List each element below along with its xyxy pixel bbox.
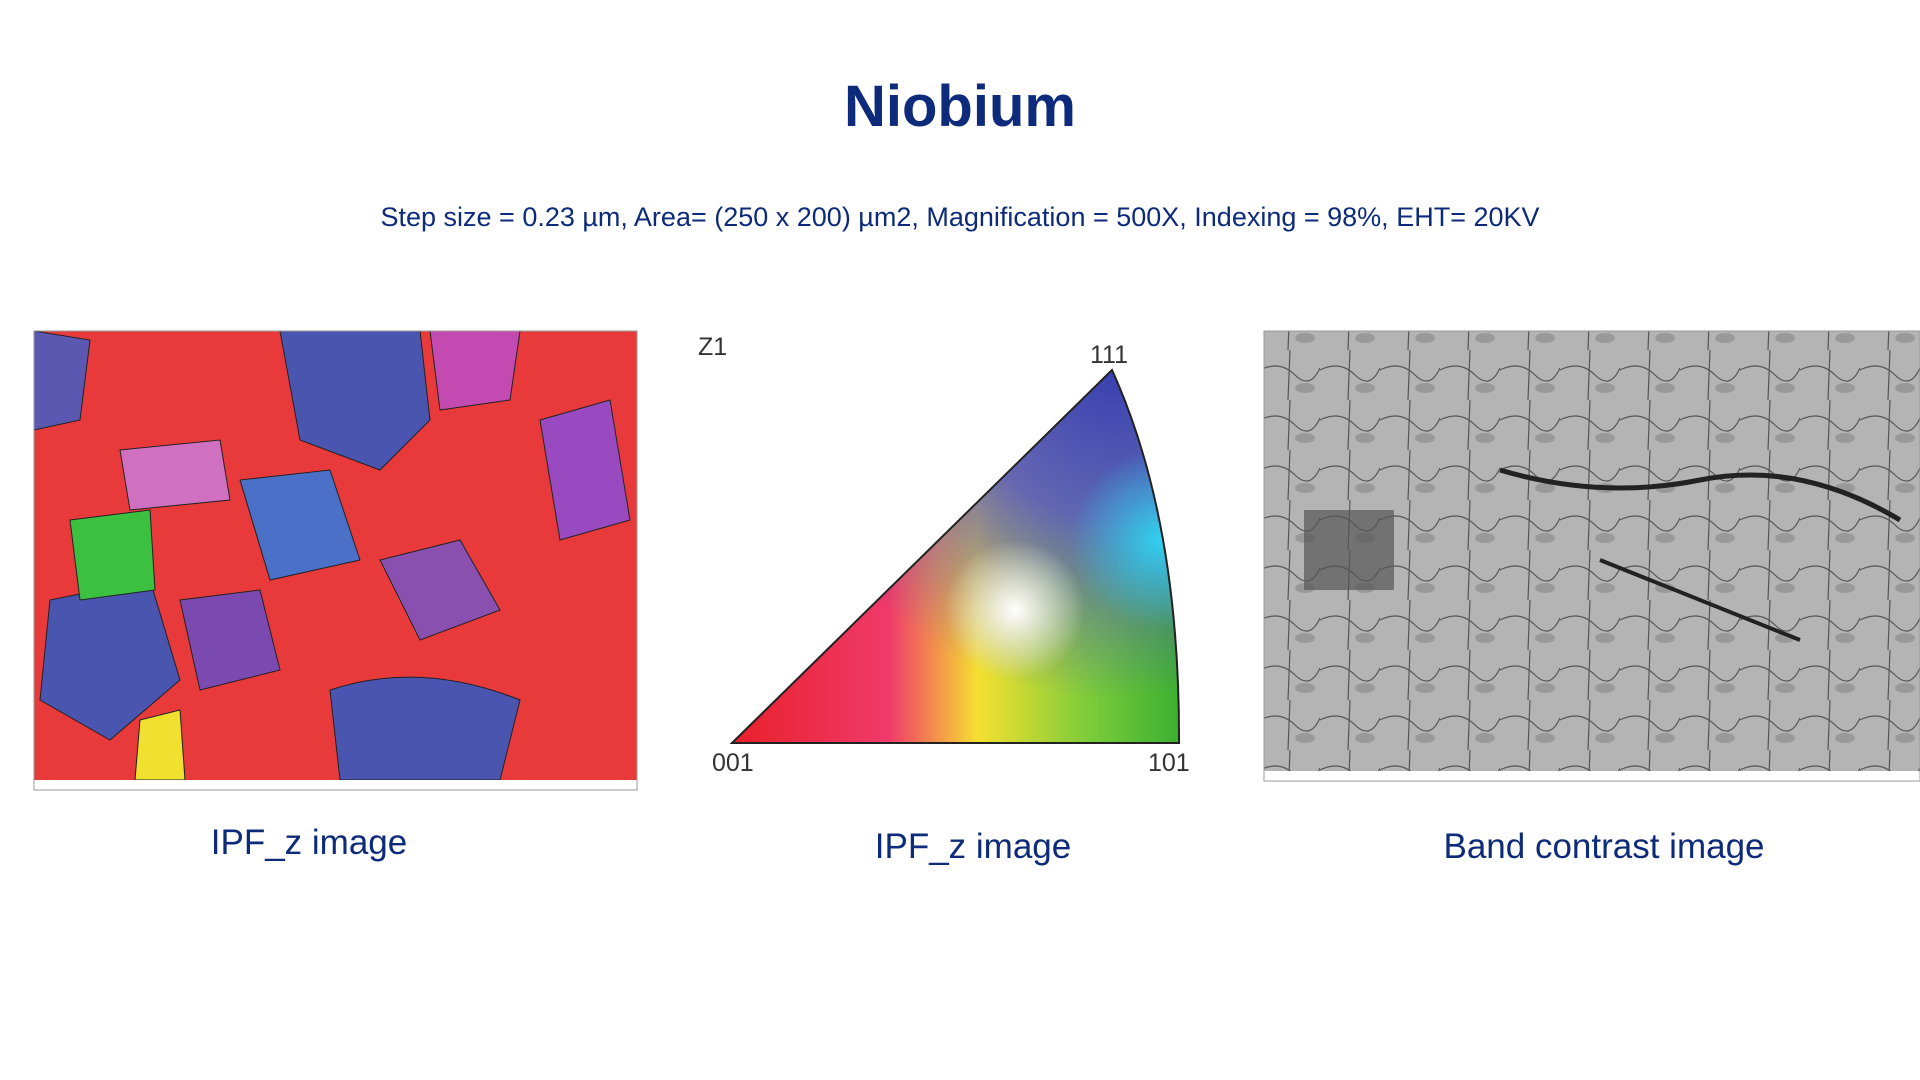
caption: IPF_z image [211, 823, 407, 862]
subtitle: Step size = 0.23 µm, Area= (250 x 200) µ… [380, 202, 1539, 232]
caption: Band contrast image [1443, 827, 1764, 866]
pole-label: 101 [1148, 749, 1190, 777]
band-contrast-map [1264, 331, 1920, 771]
title: Niobium [844, 74, 1076, 139]
ipf-frame [33, 330, 638, 791]
axis-label: Z1 [698, 333, 727, 361]
band-frame [1263, 330, 1920, 782]
ipf-key: Z1 111 001 101 [698, 333, 1190, 777]
pole-label: 111 [1090, 341, 1128, 369]
ipf-map [34, 331, 637, 780]
caption: IPF_z image [875, 827, 1071, 866]
pole-label: 001 [712, 749, 754, 777]
